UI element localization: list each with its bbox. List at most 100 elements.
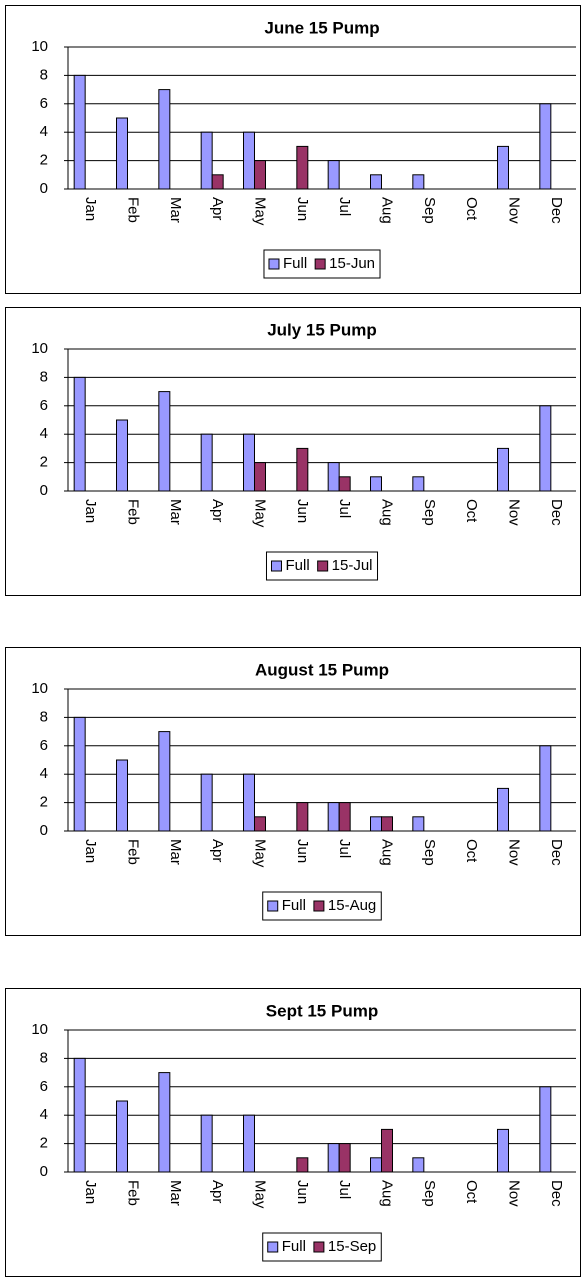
y-tick-label: 2 — [40, 152, 48, 169]
bar — [539, 103, 552, 190]
bar — [116, 759, 128, 832]
chart: July 15 Pump 0 2 4 6 8 10 Jan Feb Mar Apr May Jun Jul… — [5, 307, 581, 596]
x-tick-label: Mar — [167, 499, 184, 525]
chart-frame — [5, 988, 581, 1277]
bar — [73, 1057, 86, 1173]
y-tick-label: 8 — [40, 708, 48, 725]
legend-label: 15-Sep — [328, 1238, 376, 1255]
legend-box — [262, 891, 382, 921]
chart: August 15 Pump 0 2 4 6 8 10 Jan Feb Mar Apr May Jun J… — [5, 647, 581, 936]
bar — [200, 433, 213, 492]
legend-swatch — [267, 1241, 279, 1253]
y-tick-label: 4 — [40, 1106, 48, 1123]
chart-frame — [5, 307, 581, 596]
x-tick-label: Jun — [294, 197, 311, 221]
x-tick-label: Mar — [167, 197, 184, 223]
x-tick-label: Feb — [125, 499, 142, 525]
bar — [243, 1114, 255, 1173]
x-tick-label: Sep — [421, 1180, 438, 1207]
x-tick-label: May — [252, 499, 269, 528]
x-tick-label: Dec — [548, 197, 565, 224]
y-tick-label: 2 — [40, 794, 48, 811]
legend-swatch — [317, 560, 329, 572]
bar — [158, 89, 171, 190]
bar — [243, 773, 255, 832]
x-tick-label: Jul — [336, 839, 353, 858]
bar — [370, 816, 382, 832]
x-tick-label: Aug — [379, 499, 396, 526]
x-tick-label: Apr — [209, 499, 226, 522]
y-tick-label: 2 — [40, 454, 48, 471]
bar — [412, 476, 425, 492]
x-tick-label: Jul — [336, 197, 353, 216]
bar — [497, 787, 509, 832]
x-tick-label: Oct — [463, 499, 480, 523]
legend-swatch — [270, 560, 282, 572]
legend-label: 15-Aug — [328, 897, 376, 914]
legend-swatch — [313, 1241, 325, 1253]
y-tick-label: 6 — [40, 1078, 48, 1095]
x-tick-label: Aug — [379, 839, 396, 866]
bar — [497, 447, 509, 492]
x-tick-label: Nov — [506, 499, 523, 526]
legend-swatch — [313, 900, 325, 912]
legend: Full 15-Jun — [263, 249, 381, 279]
chart-frame — [5, 647, 581, 936]
bar — [539, 1086, 552, 1173]
y-tick-label: 0 — [40, 822, 48, 839]
x-tick-label: Sep — [421, 197, 438, 224]
legend-label: Full — [285, 557, 309, 574]
y-tick-label: 6 — [40, 397, 48, 414]
x-tick-label: Sep — [421, 839, 438, 866]
bar — [254, 462, 266, 492]
x-tick-label: Oct — [463, 197, 480, 221]
bar — [158, 391, 171, 492]
legend: Full 15-Aug — [262, 891, 382, 921]
bar — [116, 117, 128, 190]
bar — [370, 1157, 382, 1173]
bar — [200, 1114, 213, 1173]
chart: Sept 15 Pump 0 2 4 6 8 10 Jan Feb Mar Apr May Jun Jul… — [5, 988, 581, 1277]
x-tick-label: Jun — [294, 499, 311, 523]
x-tick-label: Oct — [463, 1180, 480, 1204]
legend: Full 15-Jul — [265, 551, 379, 581]
y-tick-label: 8 — [40, 368, 48, 385]
bar — [243, 131, 255, 190]
bar — [158, 1072, 171, 1173]
bar — [116, 1100, 128, 1173]
x-tick-label: Feb — [125, 839, 142, 865]
bar — [338, 1143, 351, 1173]
x-tick-label: May — [252, 197, 269, 226]
bar — [254, 160, 266, 190]
bar — [73, 716, 86, 832]
bar — [73, 74, 86, 190]
x-tick-label: Jan — [82, 839, 99, 863]
y-tick-label: 10 — [31, 680, 48, 697]
legend-label: Full — [283, 255, 307, 272]
y-tick-label: 4 — [40, 425, 48, 442]
chart-title: July 15 Pump — [267, 320, 377, 339]
bar — [370, 174, 382, 190]
bar — [296, 145, 309, 190]
x-tick-label: Nov — [506, 197, 523, 224]
bar — [412, 174, 425, 190]
bar — [243, 433, 255, 492]
bar — [200, 773, 213, 832]
y-tick-label: 0 — [40, 180, 48, 197]
bar — [327, 802, 340, 832]
bar — [296, 447, 309, 492]
legend-swatch — [314, 258, 326, 270]
y-tick-label: 10 — [31, 38, 48, 55]
x-tick-label: Sep — [421, 499, 438, 526]
bar — [116, 419, 128, 492]
x-tick-label: Aug — [379, 197, 396, 224]
x-tick-label: Mar — [167, 839, 184, 865]
y-tick-label: 0 — [40, 482, 48, 499]
x-tick-label: Nov — [506, 839, 523, 866]
bar — [381, 816, 393, 832]
x-tick-label: Apr — [209, 839, 226, 862]
bar — [370, 476, 382, 492]
x-tick-label: Jan — [82, 1180, 99, 1204]
